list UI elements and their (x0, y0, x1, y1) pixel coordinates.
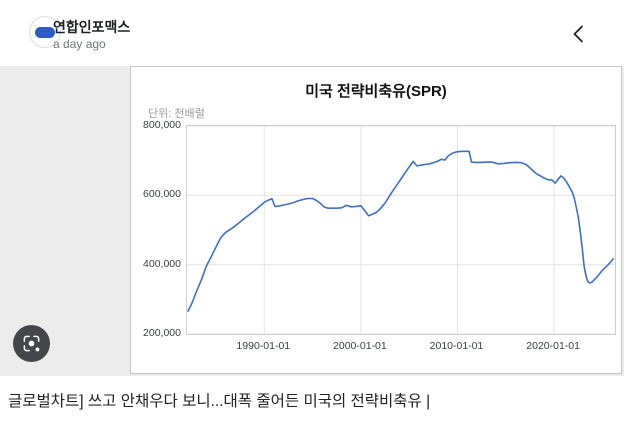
series-line (187, 150, 614, 312)
y-axis-tick-label: 800,000 (143, 119, 181, 131)
preview-stage: 미국 전략비축유(SPR) 단위: 천배럴 200,000 400,000 600,… (0, 66, 624, 376)
plot-area (186, 125, 616, 335)
chart-image[interactable]: 미국 전략비축유(SPR) 단위: 천배럴 200,000 400,000 600,… (130, 66, 622, 374)
chart-title: 미국 전략비축유(SPR) (305, 83, 447, 100)
x-axis-tick-label: 2000-01-01 (333, 340, 387, 352)
x-axis-tick-label: 1990-01-01 (236, 340, 291, 352)
result-title[interactable]: 글로벌차트] 쓰고 안채우다 보니...대폭 줄어든 미국의 전략비축유 | (8, 393, 431, 410)
y-axis-tick-label: 600,000 (143, 188, 181, 201)
y-axis-tick-label: 200,000 (143, 327, 181, 339)
google-lens-icon (23, 335, 40, 352)
viewer-header: 연합인포맥스 a day ago (0, 0, 624, 66)
x-axis-tick-label: 2010-01-01 (429, 340, 484, 352)
y-axis-tick-label: 400,000 (143, 257, 181, 270)
x-axis-tick-label: 2020-01-01 (526, 340, 580, 352)
google-lens-button[interactable] (13, 325, 50, 362)
timestamp: a day ago (53, 37, 106, 51)
caption-bar: 글로벌차트] 쓰고 안채우다 보니...대폭 줄어든 미국의 전략비축유 | (0, 376, 624, 421)
source-name[interactable]: 연합인포맥스 (53, 19, 131, 35)
source-avatar[interactable] (29, 16, 61, 48)
yonhap-infomax-logo-icon (35, 26, 55, 38)
chevron-left-icon[interactable] (568, 24, 588, 44)
spr-line-chart (187, 126, 615, 334)
chevron-left-glyph (573, 25, 583, 43)
chart-unit-label: 단위: 천배럴 (148, 108, 205, 120)
